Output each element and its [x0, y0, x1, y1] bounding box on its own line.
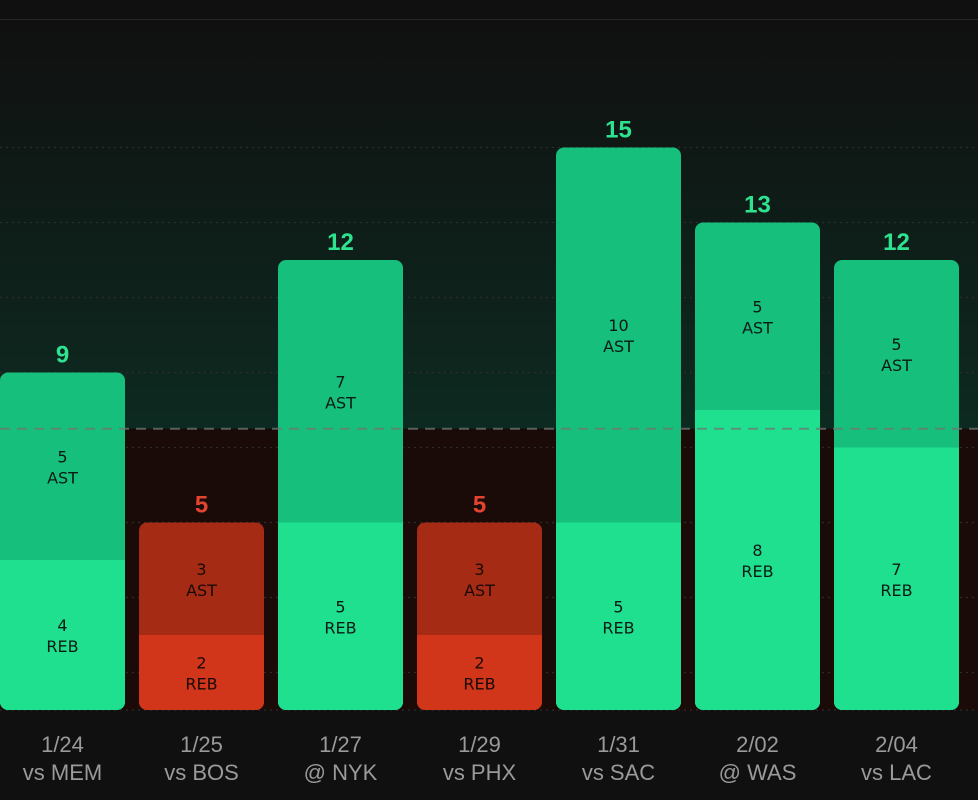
bar-reb-segment[interactable]	[139, 635, 264, 710]
bar-reb-segment-top	[278, 522, 403, 531]
bar-1-29[interactable]	[417, 522, 542, 711]
reb-series-label: REB	[324, 618, 356, 637]
ast-value-label: 3	[196, 560, 206, 579]
x-tick-date: 2/04	[875, 732, 918, 757]
bar-1-27[interactable]	[278, 260, 403, 710]
ast-series-label: AST	[464, 581, 495, 600]
reb-series-label: REB	[46, 637, 78, 656]
bar-reb-segment[interactable]	[695, 410, 820, 710]
ast-value-label: 10	[608, 316, 628, 335]
ast-value-label: 7	[335, 372, 345, 391]
x-tick-opponent: vs MEM	[23, 760, 102, 785]
bar-reb-segment-top	[139, 635, 264, 643]
bar-1-24[interactable]	[0, 372, 125, 711]
bar-total-label: 15	[605, 117, 632, 144]
bar-total-label: 9	[56, 342, 69, 369]
reb-value-label: 8	[752, 541, 762, 560]
x-tick-opponent: vs LAC	[861, 760, 932, 785]
ast-series-label: AST	[603, 337, 634, 356]
x-tick-opponent: vs BOS	[164, 760, 239, 785]
bar-reb-segment[interactable]	[834, 447, 959, 711]
bar-reb-segment-top	[695, 410, 820, 418]
bar-total-label: 13	[744, 192, 771, 219]
bar-reb-segment-top	[417, 635, 542, 643]
bar-reb-segment[interactable]	[417, 635, 542, 710]
x-tick-opponent: @ NYK	[304, 760, 378, 785]
x-tick-opponent: @ WAS	[719, 760, 797, 785]
ast-series-label: AST	[186, 581, 217, 600]
bar-total-label: 5	[195, 492, 208, 519]
bar-reb-segment-top	[834, 447, 959, 456]
x-tick-date: 1/29	[458, 732, 501, 757]
x-tick-date: 1/25	[180, 732, 223, 757]
bar-total-label: 12	[327, 229, 354, 256]
reb-value-label: 5	[613, 597, 623, 616]
ast-value-label: 5	[57, 447, 67, 466]
ast-series-label: AST	[742, 318, 773, 337]
ast-value-label: 5	[752, 297, 762, 316]
x-tick-date: 1/24	[41, 732, 84, 757]
ast-series-label: AST	[325, 393, 356, 412]
reb-series-label: REB	[602, 618, 634, 637]
reb-value-label: 7	[891, 560, 901, 579]
bar-reb-segment[interactable]	[278, 522, 403, 711]
bar-total-label: 12	[883, 229, 910, 256]
bar-reb-segment[interactable]	[0, 560, 125, 710]
x-tick-date: 2/02	[736, 732, 779, 757]
bar-reb-segment-top	[556, 522, 681, 531]
ast-series-label: AST	[47, 468, 78, 487]
bar-2-04[interactable]	[834, 260, 959, 710]
reb-value-label: 2	[474, 654, 484, 673]
reb-value-label: 2	[196, 654, 206, 673]
reb-value-label: 5	[335, 597, 345, 616]
reb-series-label: REB	[185, 675, 217, 694]
x-tick-date: 1/27	[319, 732, 362, 757]
bar-reb-segment[interactable]	[556, 522, 681, 711]
bar-1-25[interactable]	[139, 522, 264, 711]
reb-value-label: 4	[57, 616, 67, 635]
reb-series-label: REB	[463, 675, 495, 694]
x-tick-opponent: vs PHX	[443, 760, 517, 785]
bar-reb-segment-top	[0, 560, 125, 568]
reb-series-label: REB	[880, 581, 912, 600]
x-tick-date: 1/31	[597, 732, 640, 757]
bar-2-02[interactable]	[695, 222, 820, 711]
x-tick-opponent: vs SAC	[582, 760, 655, 785]
reb-series-label: REB	[741, 562, 773, 581]
ast-series-label: AST	[881, 356, 912, 375]
bar-total-label: 5	[473, 492, 486, 519]
over-zone-background	[0, 20, 978, 429]
ast-value-label: 5	[891, 335, 901, 354]
ast-value-label: 3	[474, 560, 484, 579]
